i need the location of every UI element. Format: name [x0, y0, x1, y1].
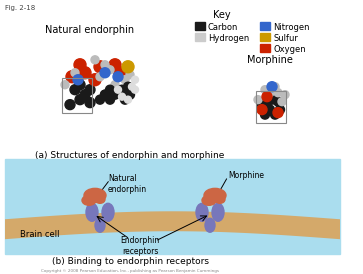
Ellipse shape: [204, 188, 226, 202]
Bar: [195, 33, 205, 41]
Circle shape: [257, 105, 267, 115]
Circle shape: [254, 96, 262, 104]
Circle shape: [267, 82, 277, 92]
Circle shape: [268, 95, 277, 104]
Ellipse shape: [84, 188, 106, 202]
Circle shape: [273, 108, 283, 118]
Text: (b) Binding to endorphin receptors: (b) Binding to endorphin receptors: [52, 257, 208, 266]
Circle shape: [257, 100, 266, 109]
Text: Morphine: Morphine: [228, 172, 264, 180]
Circle shape: [101, 90, 110, 99]
Bar: [195, 22, 205, 30]
Circle shape: [126, 71, 134, 79]
Bar: [260, 22, 270, 30]
Circle shape: [71, 69, 79, 77]
Circle shape: [109, 59, 121, 71]
Circle shape: [129, 83, 135, 90]
Circle shape: [123, 82, 132, 91]
Circle shape: [110, 90, 119, 99]
Circle shape: [70, 85, 80, 95]
Text: Nitrogen: Nitrogen: [273, 23, 310, 32]
Circle shape: [106, 95, 114, 104]
Circle shape: [75, 80, 85, 90]
Text: Carbon: Carbon: [208, 23, 238, 32]
Circle shape: [114, 67, 126, 79]
Circle shape: [262, 92, 272, 102]
Circle shape: [89, 74, 101, 86]
Circle shape: [281, 91, 289, 99]
Circle shape: [273, 97, 282, 106]
Circle shape: [61, 81, 69, 89]
Circle shape: [66, 71, 78, 83]
Text: Oxygen: Oxygen: [273, 45, 306, 54]
Circle shape: [114, 86, 122, 93]
Circle shape: [106, 85, 114, 94]
Circle shape: [274, 89, 282, 97]
Bar: [260, 33, 270, 41]
Ellipse shape: [102, 203, 114, 221]
Circle shape: [85, 85, 95, 95]
Ellipse shape: [205, 218, 215, 232]
Bar: [62, 78, 92, 113]
Circle shape: [91, 56, 99, 64]
Circle shape: [121, 76, 129, 84]
Circle shape: [262, 98, 272, 107]
Ellipse shape: [95, 218, 105, 232]
Circle shape: [79, 67, 91, 79]
Bar: [260, 44, 270, 52]
Circle shape: [73, 75, 83, 85]
Text: Brain cell: Brain cell: [20, 230, 60, 239]
Bar: [5, 159, 340, 254]
Text: Fig. 2-18: Fig. 2-18: [5, 5, 35, 11]
Circle shape: [122, 61, 134, 73]
Text: Key: Key: [213, 10, 231, 20]
Ellipse shape: [212, 203, 224, 221]
Circle shape: [100, 68, 110, 78]
Text: (a) Structures of endorphin and morphine: (a) Structures of endorphin and morphine: [35, 152, 225, 161]
Text: Copyright © 2008 Pearson Education, Inc., publishing as Pearson Benjamin Cumming: Copyright © 2008 Pearson Education, Inc.…: [41, 269, 219, 273]
Circle shape: [118, 85, 126, 94]
Circle shape: [101, 61, 109, 69]
Circle shape: [75, 95, 85, 105]
Circle shape: [121, 95, 130, 104]
PathPatch shape: [5, 211, 340, 239]
Circle shape: [131, 76, 139, 83]
Circle shape: [101, 90, 110, 99]
Text: Sulfur: Sulfur: [273, 34, 298, 43]
Ellipse shape: [95, 195, 105, 203]
Circle shape: [276, 105, 285, 114]
Text: Endorphin
receptors: Endorphin receptors: [121, 236, 160, 256]
Circle shape: [278, 98, 286, 106]
Bar: [256, 91, 286, 122]
Circle shape: [65, 100, 75, 110]
Circle shape: [80, 90, 90, 100]
Circle shape: [94, 61, 106, 73]
Text: Hydrogen: Hydrogen: [208, 34, 249, 43]
Circle shape: [270, 110, 280, 119]
Ellipse shape: [82, 195, 96, 205]
Circle shape: [106, 66, 114, 74]
Circle shape: [96, 73, 104, 81]
Circle shape: [125, 96, 131, 103]
Circle shape: [266, 89, 274, 97]
Ellipse shape: [86, 203, 98, 221]
Text: Morphine: Morphine: [247, 55, 293, 65]
Ellipse shape: [202, 195, 216, 205]
Ellipse shape: [196, 203, 208, 221]
Circle shape: [113, 72, 123, 82]
Ellipse shape: [215, 195, 225, 203]
Circle shape: [265, 105, 274, 114]
Circle shape: [126, 90, 135, 99]
Circle shape: [271, 83, 279, 91]
Circle shape: [111, 81, 119, 89]
Circle shape: [131, 86, 139, 93]
Circle shape: [85, 98, 95, 108]
Circle shape: [261, 110, 269, 119]
Text: Natural
endorphin: Natural endorphin: [108, 175, 147, 194]
Circle shape: [261, 86, 269, 94]
Text: Natural endorphin: Natural endorphin: [45, 25, 135, 35]
Circle shape: [95, 95, 105, 104]
Circle shape: [74, 59, 86, 71]
Circle shape: [118, 93, 126, 100]
